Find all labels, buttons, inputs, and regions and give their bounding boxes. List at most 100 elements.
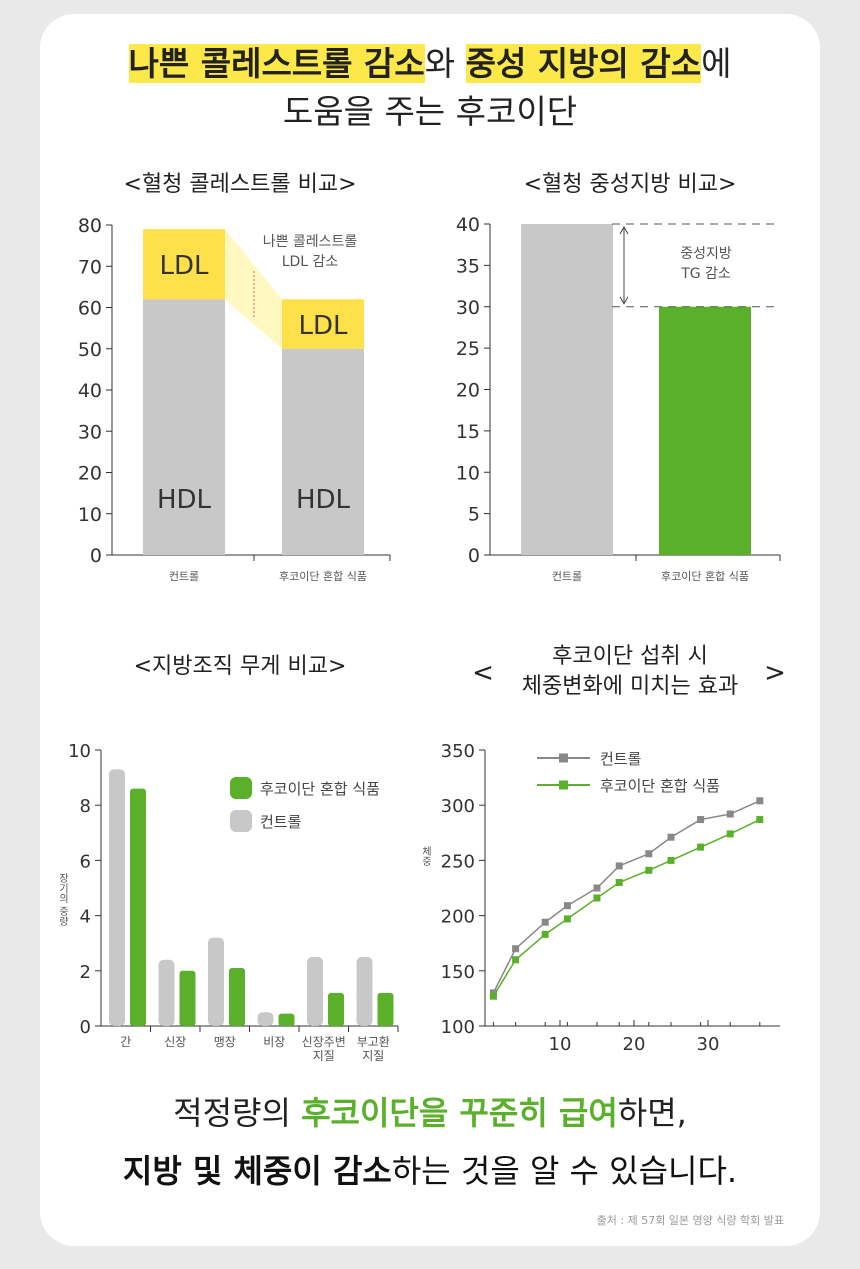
headline-line2: 도움을 주는 후코이단	[282, 92, 578, 131]
chart1-x-tick-label: 컨트롤	[169, 570, 199, 583]
chart2-annotation-line1: 중성지방	[680, 246, 732, 262]
headline-line1: 나쁜 콜레스트롤 감소와 중성 지방의 감소에	[0, 40, 860, 88]
chart4-point-control	[615, 862, 623, 870]
chart3-bar-fucoidan	[328, 992, 344, 1026]
chart2-bar	[659, 306, 751, 555]
chart1-bar-ldl	[143, 229, 225, 300]
chart3-bar-control	[158, 959, 175, 1026]
chart4-point-fucoidan	[563, 915, 571, 923]
chart3-legend-label-control: 컨트롤	[260, 813, 302, 831]
chart1-y-tick-label: 80	[78, 215, 102, 237]
chart4-legend-label-fucoidan: 후코이단 혼합 식품	[600, 777, 720, 795]
chart3-y-axis-label: 장기의 중량	[57, 873, 69, 926]
chart4-series-line-control	[492, 800, 761, 994]
chart1-bar-hdl	[282, 348, 364, 555]
chart3-bar-fucoidan	[377, 992, 394, 1026]
chart2-y-tick-label: 40	[456, 214, 480, 236]
chart3-x-tick-label: 맹장	[214, 1035, 236, 1049]
chart3-legend-swatch-fucoidan	[230, 777, 252, 799]
chart1-y-tick-label: 70	[78, 256, 102, 278]
chart1-bar-ldl	[282, 299, 364, 349]
chart4-y-tick-label: 100	[441, 1017, 475, 1038]
chart2-arrowhead-down	[619, 296, 629, 305]
chart4-point-fucoidan	[512, 956, 520, 964]
chart3-legend-swatch-control	[230, 810, 252, 832]
chart4-point-control	[512, 945, 520, 953]
chart4-x-tick-label: 20	[623, 1034, 646, 1055]
chart2-y-tick-label: 20	[456, 380, 480, 402]
chart4-legend-marker-fucoidan	[559, 780, 568, 790]
chart3-x-tick-label: 간	[120, 1035, 131, 1049]
chart3-x-tick-label: 부고환	[357, 1035, 390, 1049]
chart4-title-bracket-right: >	[764, 658, 786, 688]
chart4-y-tick-label: 150	[441, 962, 475, 983]
chart4-point-control	[697, 816, 705, 824]
conclusion-line2: 지방 및 체중이 감소하는 것을 알 수 있습니다.	[0, 1146, 860, 1192]
chart3-x-tick-label: 신장	[164, 1035, 186, 1049]
chart4-point-control	[593, 884, 601, 892]
chart2-y-tick-label: 15	[456, 421, 480, 443]
chart1-y-tick-label: 50	[78, 339, 102, 361]
chart2-y-tick-label: 0	[468, 545, 480, 567]
chart2-y-tick-label: 25	[456, 338, 480, 360]
chart1-title: <혈청 콜레스트롤 비교>	[123, 172, 357, 197]
conclusion-l1b: 후코이단을 꾸준히 급여	[301, 1094, 618, 1132]
chart3-y-tick-label: 10	[68, 741, 91, 762]
conclusion-line1: 적정량의 후코이단을 꾸준히 급여하면,	[0, 1088, 860, 1134]
headline-suffix: 에	[701, 44, 732, 83]
chart4-title-bracket-left: <	[472, 658, 494, 688]
chart4-point-fucoidan	[593, 894, 601, 902]
chart2-title: <혈청 중성지방 비교>	[523, 172, 737, 197]
chart1-annotation-line2: LDL 감소	[282, 254, 339, 270]
chart1-x-tick-label: 후코이단 혼합 식품	[279, 570, 367, 583]
chart2-annotation-line2: TG 감소	[680, 266, 731, 282]
chart4-point-fucoidan	[756, 816, 764, 824]
chart2-y-tick-label: 5	[468, 504, 480, 526]
chart4-point-control	[667, 833, 675, 841]
conclusion-l1c: 하면,	[617, 1094, 687, 1132]
chart1-label-ldl: LDL	[160, 251, 210, 281]
chart1-y-tick-label: 10	[78, 504, 102, 526]
chart4-point-control	[563, 902, 571, 910]
chart4-x-tick-label: 30	[697, 1034, 720, 1055]
chart3-y-tick-label: 4	[80, 907, 91, 928]
chart4-point-fucoidan	[541, 930, 549, 938]
headline-highlight-2: 중성 지방의 감소	[465, 44, 702, 83]
chart4-y-tick-label: 250	[441, 851, 475, 872]
chart4-point-control	[541, 918, 549, 926]
chart4-point-control	[756, 797, 764, 805]
chart3-bar-control	[109, 769, 125, 1026]
chart3-bar-control	[257, 1012, 274, 1026]
chart3-x-tick-label: 지질	[362, 1049, 384, 1063]
chart3-y-tick-label: 2	[80, 962, 91, 983]
chart3-x-tick-label: 신장주변	[302, 1035, 346, 1049]
infographic-card	[40, 14, 820, 1246]
chart2-y-tick-label: 10	[456, 462, 480, 484]
chart1-label-ldl: LDL	[299, 311, 349, 341]
chart4-legend-label-control: 컨트롤	[600, 750, 642, 768]
chart2-x-tick-label: 컨트롤	[552, 570, 582, 583]
chart4-point-control	[645, 850, 653, 858]
conclusion-l1a: 적정량의	[173, 1094, 302, 1132]
chart3-x-tick-label: 비장	[263, 1035, 285, 1049]
chart4-y-tick-label: 200	[441, 907, 475, 928]
chart4-x-tick-label: 10	[549, 1034, 572, 1055]
chart3-title: <지방조직 무게 비교>	[133, 654, 347, 679]
chart2-arrowhead-up	[619, 225, 629, 235]
chart1-bar-hdl	[143, 299, 225, 555]
chart3-legend-label-fucoidan: 후코이단 혼합 식품	[260, 780, 380, 798]
chart1-y-tick-label: 60	[78, 298, 102, 320]
chart3-bar-control	[307, 957, 323, 1026]
chart1-label-hdl: HDL	[296, 485, 351, 515]
chart1-y-tick-label: 20	[78, 463, 102, 485]
chart4-point-fucoidan	[697, 843, 705, 851]
chart3-y-tick-label: 6	[80, 851, 91, 872]
chart2-x-tick-label: 후코이단 혼합 식품	[661, 570, 749, 583]
chart4-point-fucoidan	[645, 866, 653, 874]
chart1-y-tick-label: 0	[90, 545, 102, 567]
chart3-bar-fucoidan	[229, 968, 245, 1026]
chart4-title-line1: 후코이단 섭취 시	[552, 644, 708, 669]
chart1-y-tick-label: 40	[78, 380, 102, 402]
chart1-y-tick-label: 30	[78, 421, 102, 443]
